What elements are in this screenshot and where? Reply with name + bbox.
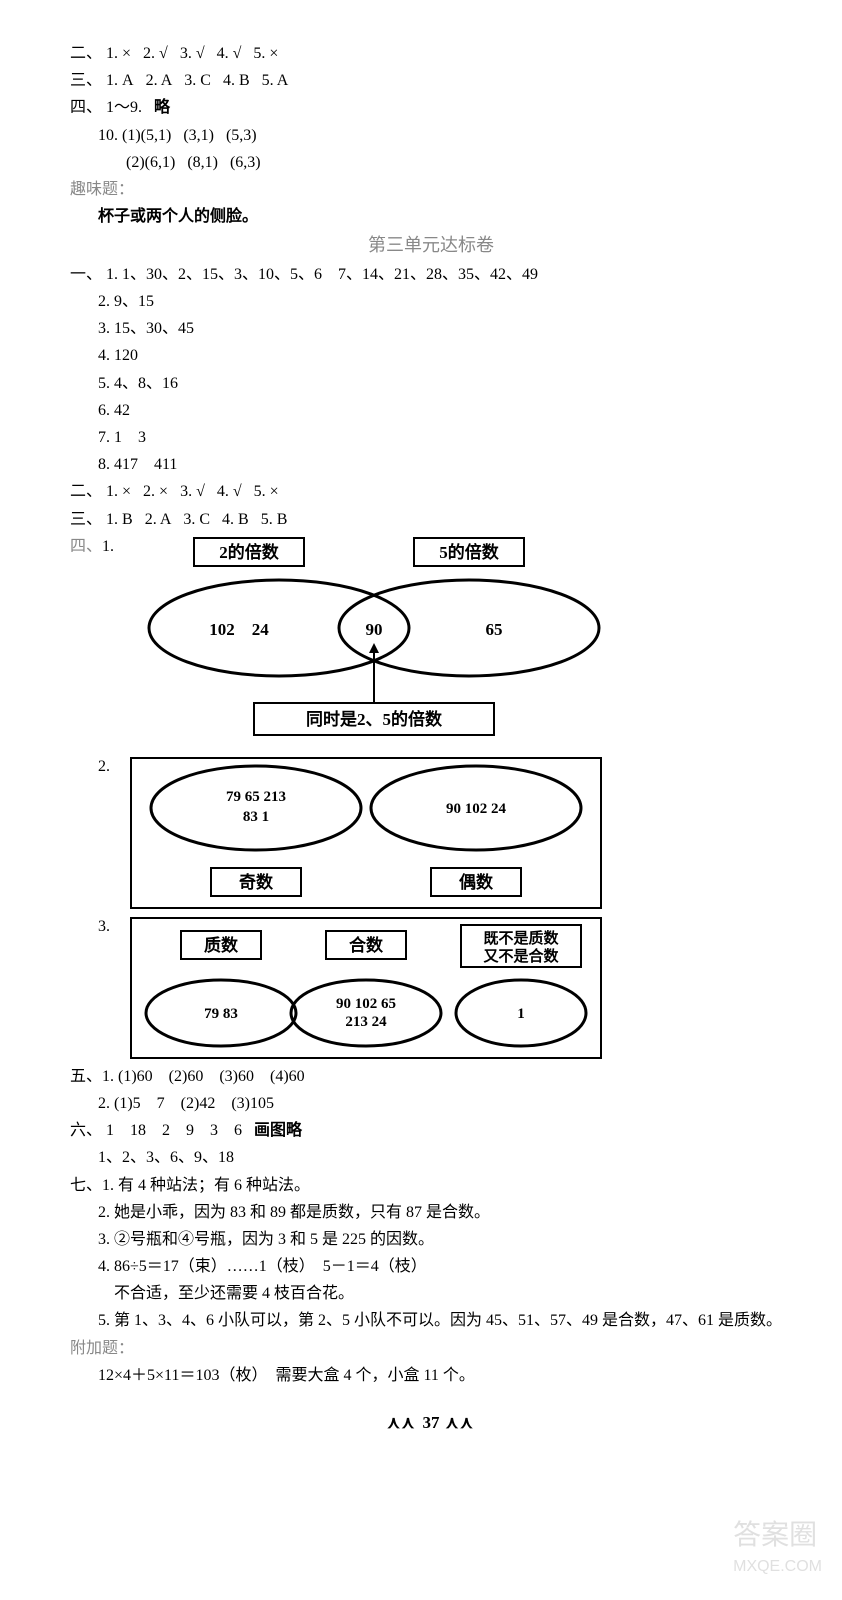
u3-sec6: 六、 1 18 2 9 3 6 画图略 [70, 1117, 792, 1144]
svg-text:奇数: 奇数 [239, 872, 274, 892]
svg-text:合数: 合数 [349, 935, 384, 955]
u3-sec3: 三、 1. B 2. A 3. C 4. B 5. B [70, 506, 792, 533]
svg-text:83 1: 83 1 [243, 809, 269, 825]
u3-sec5: 五、1. (1)60 (2)60 (3)60 (4)60 [70, 1063, 792, 1090]
u3-sec1-row1: 一、 1. 1、30、2、15、3、10、5、6 7、14、21、28、35、4… [70, 261, 792, 288]
svg-text:90 102 65: 90 102 65 [336, 996, 396, 1012]
u3-sec7: 七、1. 有 4 种站法；有 6 种站法。 [70, 1172, 792, 1199]
svg-text:90: 90 [366, 620, 383, 639]
fun-answer: 杯子或两个人的侧脸。 [98, 203, 792, 230]
watermark: 答案圈 MXQE.COM [733, 1511, 822, 1580]
sec-three: 三、 1. A 2. A 3. C 4. B 5. A [70, 67, 792, 94]
svg-text:213 24: 213 24 [345, 1014, 387, 1030]
svg-text:2的倍数: 2的倍数 [219, 542, 279, 562]
svg-text:79 65 213: 79 65 213 [226, 789, 286, 805]
svg-text:79 83: 79 83 [204, 1006, 238, 1022]
u3-sec2: 二、 1. × 2. × 3. √ 4. √ 5. × [70, 478, 792, 505]
svg-text:1: 1 [517, 1006, 525, 1022]
u3-sec4-label: 四、1. 2的倍数 5的倍数 102 24 90 65 同时是2、5的倍数 [70, 533, 792, 753]
sec-four-10: 10. (1)(5,1) (3,1) (5,3) [98, 122, 792, 149]
u3-sec4-d2: 2. 79 65 213 83 1 90 102 24 奇数 偶数 [70, 753, 792, 913]
sec-two: 二、 1. × 2. √ 3. √ 4. √ 5. × [70, 40, 792, 67]
prime-composite-diagram: 质数 合数 既不是质数 又不是合数 79 83 90 102 65 213 24… [126, 913, 606, 1063]
sec-two-i1n: 1. [106, 45, 118, 62]
addendum-label: 附加题： [70, 1335, 792, 1362]
fun-label: 趣味题： [70, 176, 792, 203]
svg-text:90 102 24: 90 102 24 [446, 801, 507, 817]
u3-sec4-d3: 3. 质数 合数 既不是质数 又不是合数 79 83 90 102 65 213… [70, 913, 792, 1063]
svg-text:既不是质数: 既不是质数 [483, 929, 559, 947]
svg-text:65: 65 [486, 620, 503, 639]
venn-diagram-1: 2的倍数 5的倍数 102 24 90 65 同时是2、5的倍数 [124, 533, 604, 753]
unit-title: 第三单元达标卷 [70, 230, 792, 261]
svg-text:质数: 质数 [204, 935, 239, 955]
svg-text:同时是2、5的倍数: 同时是2、5的倍数 [306, 709, 443, 729]
sec-four: 四、 1～9. 略 [70, 94, 792, 121]
addendum-text: 12×4＋5×11＝103（枚） 需要大盒 4 个，小盒 11 个。 [98, 1362, 792, 1389]
sec-four-10b: (2)(6,1) (8,1) (6,3) [126, 149, 792, 176]
svg-text:5的倍数: 5的倍数 [439, 542, 499, 562]
svg-text:102 24: 102 24 [209, 620, 269, 639]
sec-two-label: 二、 [70, 45, 102, 62]
parity-diagram: 79 65 213 83 1 90 102 24 奇数 偶数 [126, 753, 606, 913]
page-number: ⋏⋏ 37 ⋏⋏ [70, 1409, 792, 1438]
svg-text:又不是合数: 又不是合数 [483, 947, 559, 965]
svg-text:偶数: 偶数 [459, 872, 494, 892]
